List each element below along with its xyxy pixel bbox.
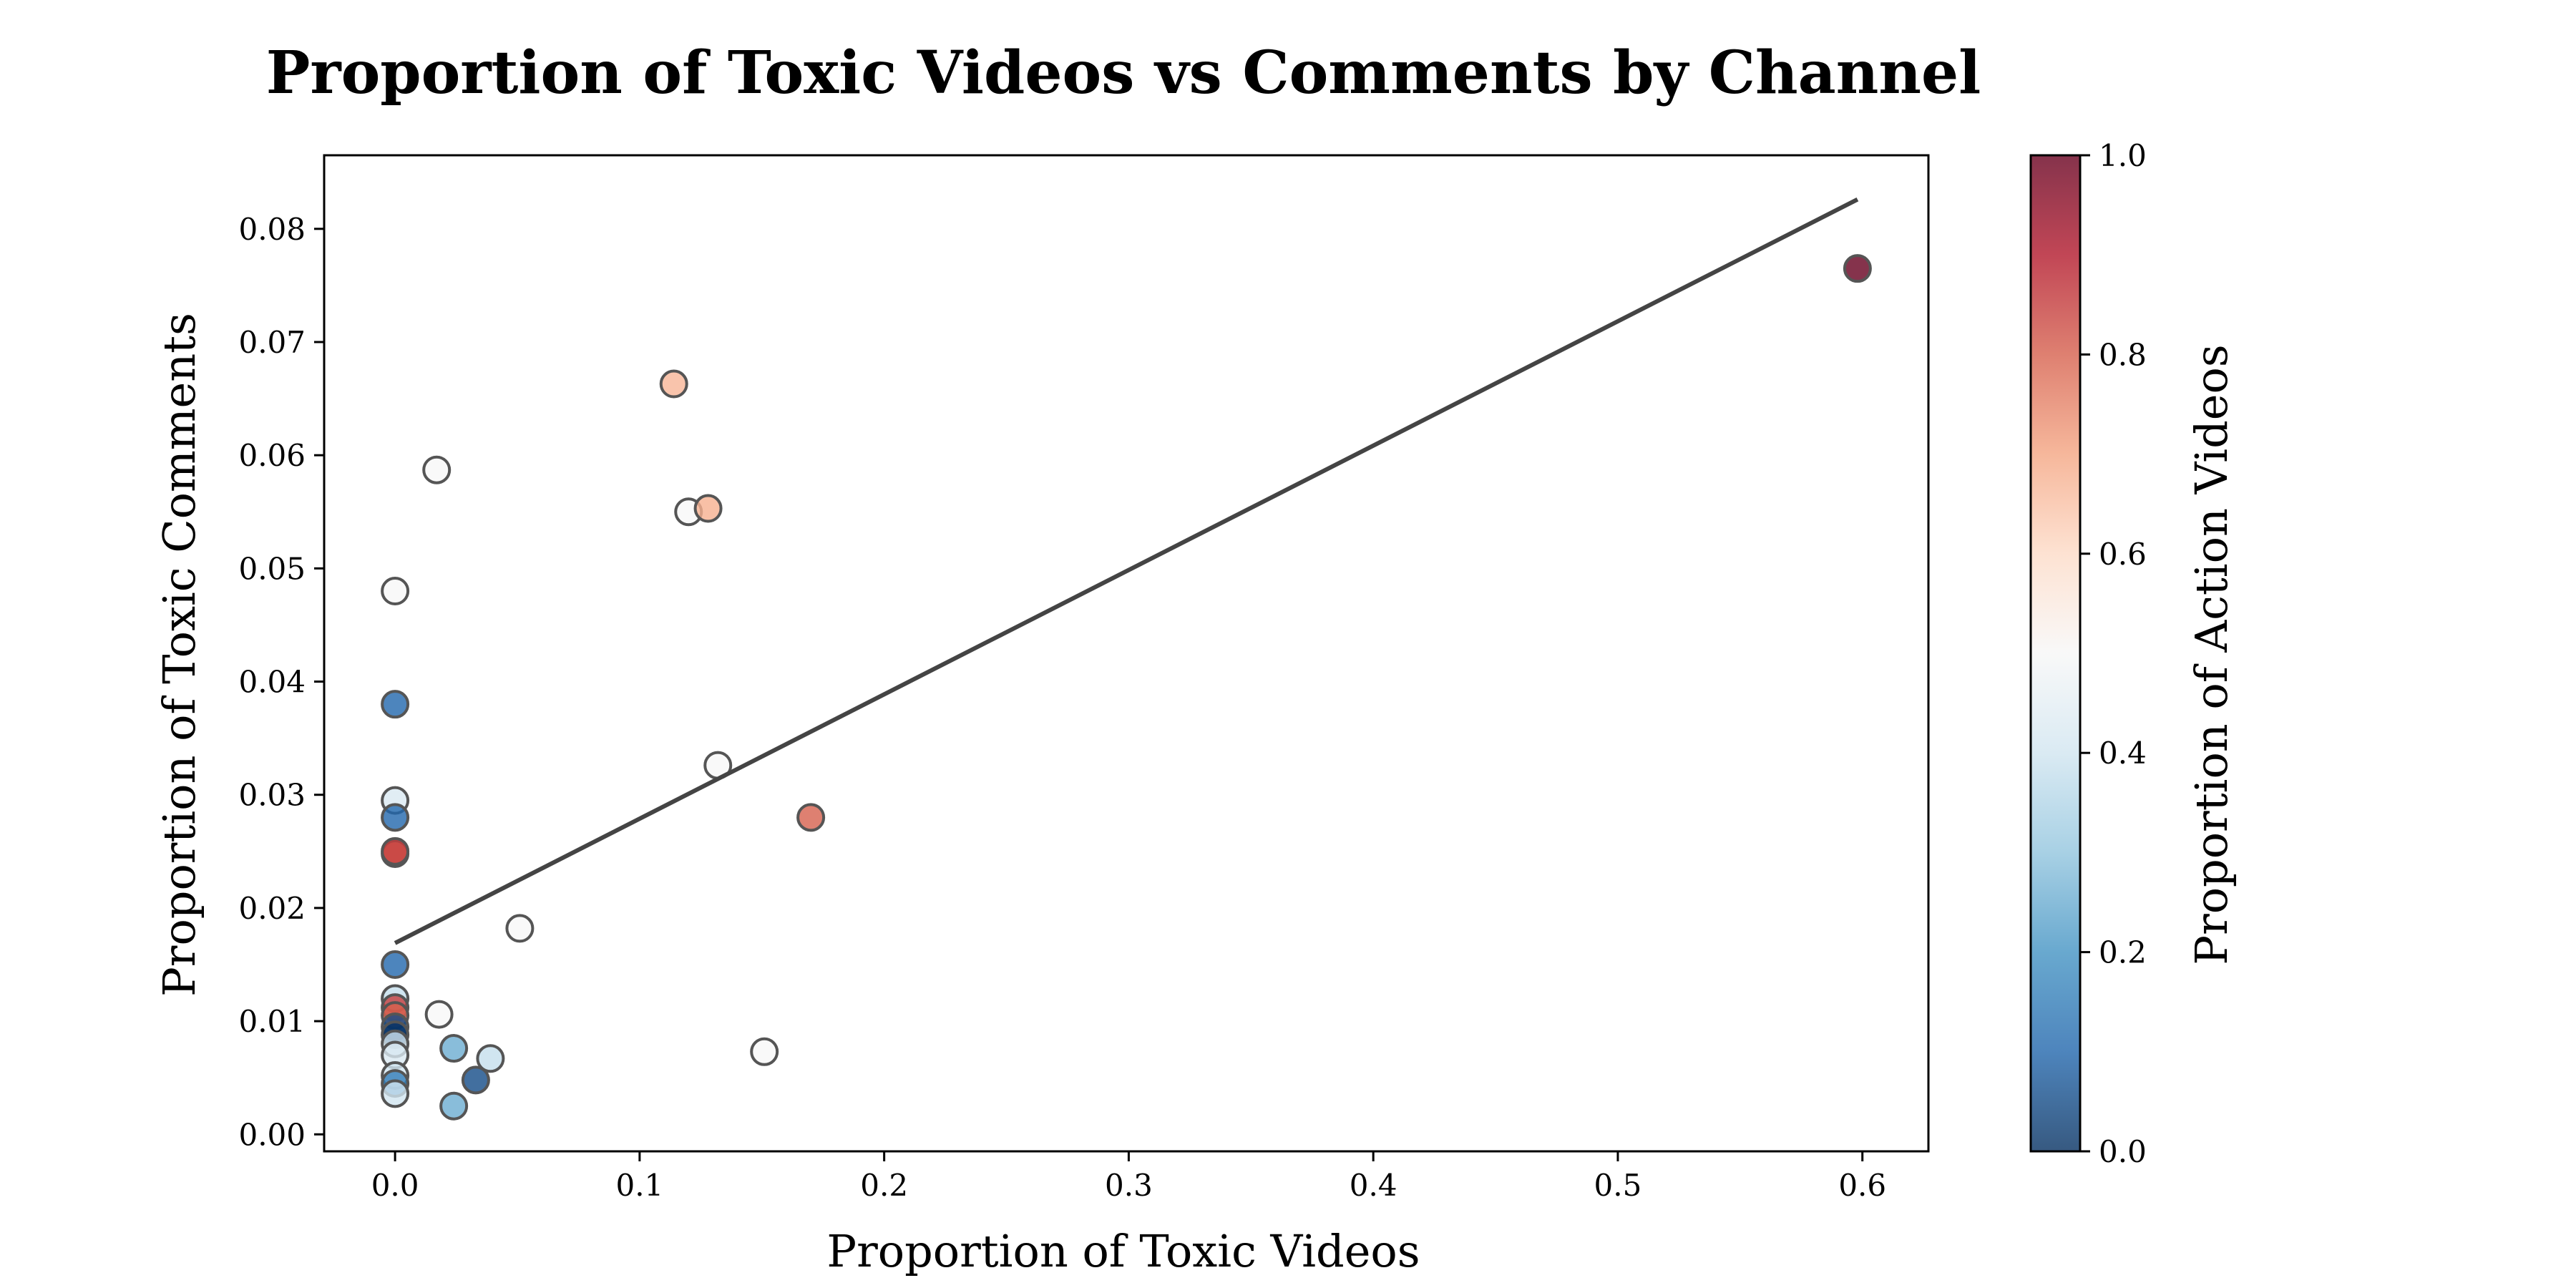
data-point [422,455,452,484]
x-tick-label: 0.1 [615,1168,663,1203]
x-tick-label: 0.2 [860,1168,908,1203]
x-tick-label: 0.0 [371,1168,419,1203]
data-point [1843,254,1872,283]
y-tick-label: 0.03 [238,778,306,813]
data-point [693,494,723,523]
colorbar-frame [2029,154,2082,1153]
x-tick-label: 0.4 [1350,1168,1397,1203]
x-tick-label: 0.5 [1594,1168,1642,1203]
y-tick-label: 0.04 [238,665,306,700]
y-axis-ticks: 0.00 0.01 0.02 0.03 0.04 0.05 0.06 0.07 0.08 [238,212,324,1152]
colorbar-tick-label: 1.0 [2099,138,2147,173]
x-tick-label: 0.3 [1105,1168,1153,1203]
y-tick-label: 0.07 [238,325,306,360]
data-point [796,803,826,832]
data-point [659,369,688,399]
data-point [461,1065,490,1095]
data-point [424,1000,454,1029]
colorbar-label: Proportion of Action Videos [2185,344,2238,965]
axes-frame [323,154,1930,1153]
chart-title: Proportion of Toxic Videos vs Comments b… [266,39,1981,107]
colorbar-tick-label: 0.2 [2099,935,2147,970]
data-point [381,690,410,719]
y-tick-label: 0.01 [238,1004,306,1039]
colorbar-ticks: 0.0 0.2 0.4 0.6 0.8 1.0 [2080,138,2147,1169]
x-tick-label: 0.6 [1838,1168,1886,1203]
data-point [505,914,535,943]
trend-line [394,197,1859,945]
y-tick-label: 0.06 [238,438,306,473]
data-point [381,577,410,605]
y-tick-label: 0.00 [238,1117,306,1152]
colorbar-tick-label: 0.8 [2099,337,2147,372]
x-axis-label: Proportion of Toxic Videos [826,1225,1420,1277]
data-point [439,1034,469,1063]
y-axis-label: Proportion of Toxic Comments [153,313,205,997]
data-point [750,1037,779,1066]
data-point [381,950,410,979]
data-point [381,1079,410,1108]
points-layer [381,254,1872,1121]
colorbar-tick-label: 0.6 [2099,537,2147,572]
data-point [381,803,410,832]
x-axis-ticks: 0.0 0.1 0.2 0.3 0.4 0.5 0.6 [371,1151,1886,1203]
data-point [439,1091,469,1121]
y-tick-label: 0.02 [238,891,306,926]
colorbar-tick-label: 0.0 [2099,1134,2147,1169]
colorbar: 0.0 0.2 0.4 0.6 0.8 1.0 [2029,138,2147,1169]
y-tick-label: 0.08 [238,212,306,247]
y-tick-label: 0.05 [238,551,306,586]
colorbar-tick-label: 0.4 [2099,736,2147,771]
plot-area: 0.0 0.1 0.2 0.3 0.4 0.5 0.6 0.000.010.020.030.… [238,154,1930,1203]
data-point [476,1044,505,1073]
data-point [381,836,410,866]
colorbar-gradient [2031,155,2080,1151]
